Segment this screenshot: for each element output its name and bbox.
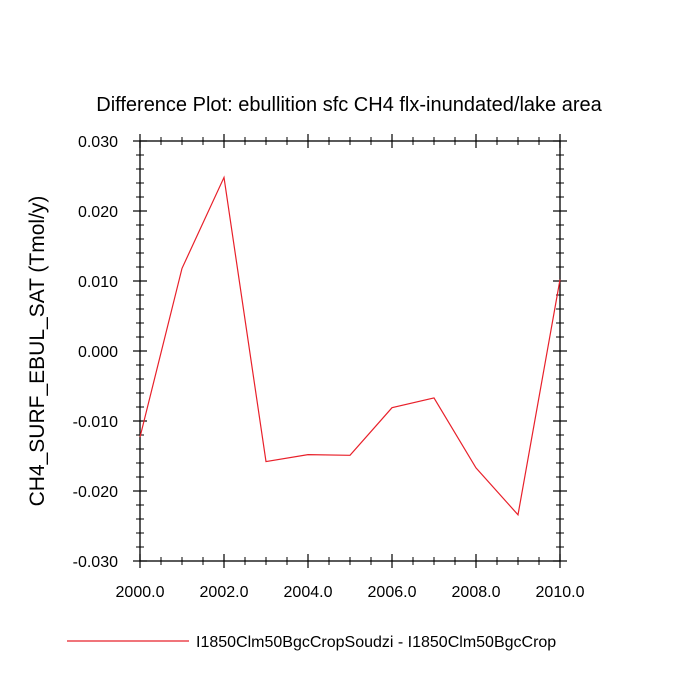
y-tick-label: 0.020: [78, 204, 118, 221]
tick-labels: 2000.0 2002.0 2004.0 2006.0 2008.0 2010.0 0.03…: [73, 134, 585, 601]
y-tick-label: 0.000: [78, 344, 118, 361]
x-tick-label: 2010.0: [536, 584, 585, 601]
x-tick-label: 2004.0: [284, 584, 333, 601]
y-tick-label: -0.020: [73, 484, 118, 501]
y-tick-label: 0.010: [78, 274, 118, 291]
chart-title: Difference Plot: ebullition sfc CH4 flx-…: [96, 94, 602, 116]
y-tick-label: -0.010: [73, 414, 118, 431]
x-tick-label: 2000.0: [116, 584, 165, 601]
x-tick-label: 2008.0: [452, 584, 501, 601]
plot-border: [139, 140, 561, 562]
x-tick-label: 2002.0: [200, 584, 249, 601]
y-tick-label: 0.030: [78, 134, 118, 151]
plot-area: [139, 140, 561, 562]
series-layer: [139, 175, 561, 517]
series-line-0: [139, 175, 561, 517]
legend: I1850Clm50BgcCropSoudzi - I1850Clm50BgcC…: [67, 634, 556, 651]
x-tick-label: 2006.0: [368, 584, 417, 601]
y-tick-label: -0.030: [73, 554, 118, 571]
axis-ticks: [133, 134, 567, 568]
y-axis-label: CH4_SURF_EBUL_SAT (Tmol/y): [26, 196, 49, 507]
legend-series-label: I1850Clm50BgcCropSoudzi - I1850Clm50BgcC…: [196, 634, 556, 651]
